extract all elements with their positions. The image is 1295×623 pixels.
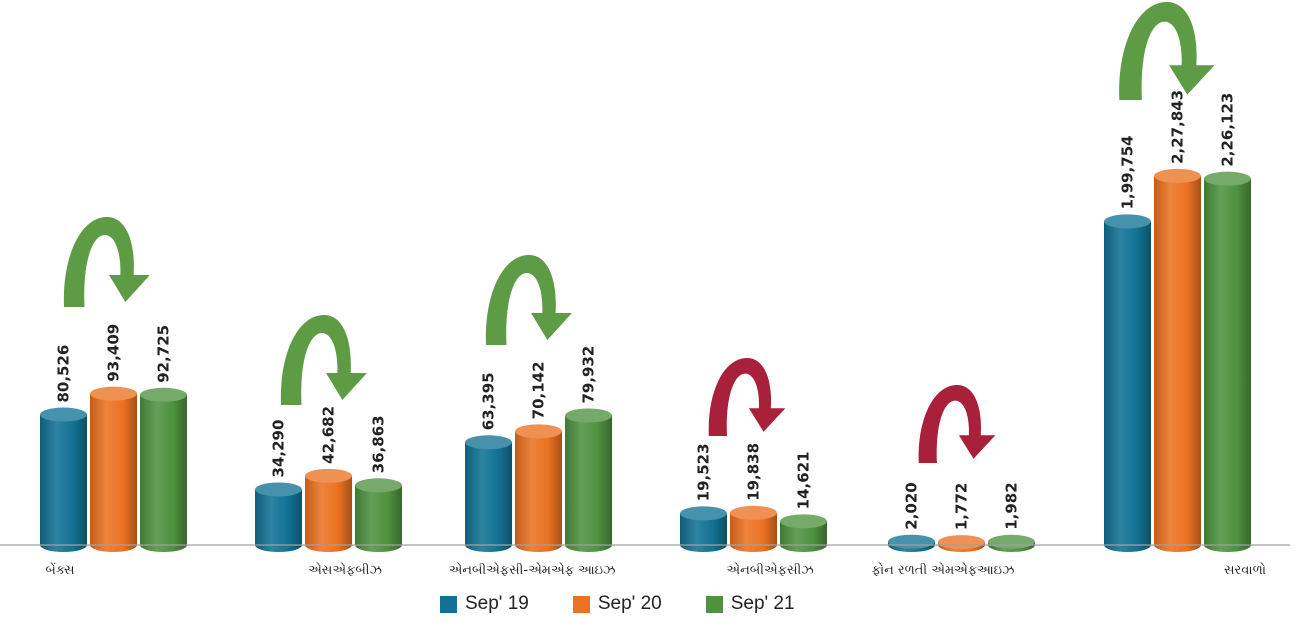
legend-item-sep19: Sep' 19 [440, 593, 529, 615]
category-label: એનબીએફસીઝ [726, 562, 813, 578]
value-label: 36,863 [370, 415, 388, 473]
bars [40, 168, 1251, 553]
value-label: 63,395 [480, 372, 498, 430]
value-label: 42,682 [320, 406, 338, 464]
category-label: સરવાળો [1224, 562, 1266, 578]
bar [730, 505, 777, 552]
category-label: ફોન રળતી એમએફઆઇઝ [872, 562, 1015, 578]
bar [938, 535, 985, 552]
value-label: 79,932 [580, 346, 598, 404]
legend: Sep' 19 Sep' 20 Sep' 21 [440, 590, 839, 618]
decrease-arrow-icon [918, 385, 996, 463]
value-label: 93,409 [105, 324, 123, 382]
bar [40, 407, 87, 552]
bar [465, 435, 512, 552]
value-label: 1,982 [1003, 482, 1021, 529]
legend-swatch [705, 595, 723, 613]
category-label: બેંક્સ [45, 562, 75, 578]
value-label: 70,142 [530, 361, 548, 419]
bar [1104, 214, 1151, 553]
bar [780, 514, 827, 552]
category-labels: બેંક્સ એસએફબીઝ એનબીએફસી-એમએફ આઇઝ એનબીએફસીઝ ફ… [45, 562, 1266, 578]
value-label: 1,772 [953, 483, 971, 530]
bar [1154, 168, 1201, 552]
bar [565, 408, 612, 552]
value-label: 80,526 [55, 345, 73, 403]
legend-label: Sep' 19 [465, 593, 529, 614]
bar [888, 534, 935, 552]
bar [140, 387, 187, 552]
trend-arrows [63, 2, 1215, 463]
category-label: એનબીએફસી-એમએફ આઇઝ [449, 562, 616, 578]
legend-item-sep20: Sep' 20 [572, 593, 662, 615]
decrease-arrow-icon [708, 358, 786, 436]
bar [90, 386, 137, 552]
value-label: 14,621 [795, 451, 813, 509]
value-label: 19,523 [695, 443, 713, 501]
value-labels: 80,526 93,409 92,725 34,290 42,682 36,863 63,3… [55, 90, 1237, 530]
increase-arrow-icon [63, 217, 150, 307]
bar [515, 424, 562, 552]
legend-swatch [440, 595, 457, 613]
value-label: 2,020 [903, 482, 921, 529]
bar [680, 506, 727, 552]
value-label: 34,290 [270, 420, 288, 478]
value-label: 1,99,754 [1119, 135, 1137, 209]
legend-label: Sep' 20 [597, 593, 662, 614]
bar [305, 468, 352, 552]
category-label: એસએફબીઝ [308, 562, 382, 578]
increase-arrow-icon [485, 255, 572, 345]
value-label: 2,27,843 [1169, 90, 1187, 164]
increase-arrow-icon [280, 315, 367, 405]
value-label: 2,26,123 [1219, 93, 1237, 167]
bar [1204, 171, 1251, 553]
value-label: 92,725 [155, 325, 173, 383]
bar [988, 534, 1035, 552]
legend-item-sep21: Sep' 21 [705, 593, 795, 615]
legend-swatch [572, 595, 590, 613]
bar [255, 482, 302, 552]
legend-label: Sep' 21 [730, 593, 795, 614]
value-label: 19,838 [745, 443, 763, 501]
bar [355, 478, 402, 552]
increase-arrow-icon [1119, 2, 1215, 100]
